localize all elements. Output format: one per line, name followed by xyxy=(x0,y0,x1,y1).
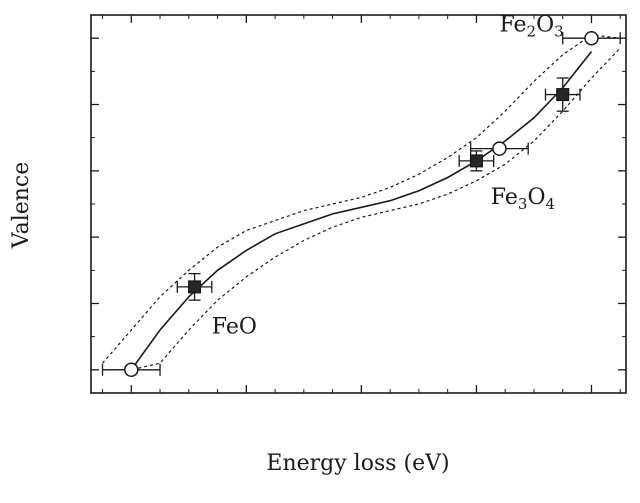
measured-point-marker xyxy=(556,88,570,102)
reference-point-marker xyxy=(492,141,507,156)
x-axis-title: Energy loss (eV) xyxy=(266,451,449,476)
annotation-label: FeO xyxy=(212,314,257,339)
y-axis-title: Valence xyxy=(9,162,34,250)
reference-point-marker xyxy=(584,30,599,46)
measured-point-marker xyxy=(188,280,202,294)
fit-curve xyxy=(130,51,593,371)
fit-curve-line xyxy=(130,51,593,371)
data-points xyxy=(101,30,621,378)
compound-annotations: FeO Fe3O4 Fe2O3 xyxy=(212,13,564,340)
confidence-band-upper xyxy=(102,34,621,364)
confidence-band xyxy=(102,34,621,371)
measured-point-marker xyxy=(469,154,483,168)
annotation-label: Fe3O4 xyxy=(491,185,555,213)
plot-frame xyxy=(90,14,627,394)
axis-ticks xyxy=(91,15,626,393)
confidence-band-lower xyxy=(102,47,621,371)
reference-point-marker xyxy=(124,362,139,378)
annotation-label: Fe2O3 xyxy=(499,13,563,41)
